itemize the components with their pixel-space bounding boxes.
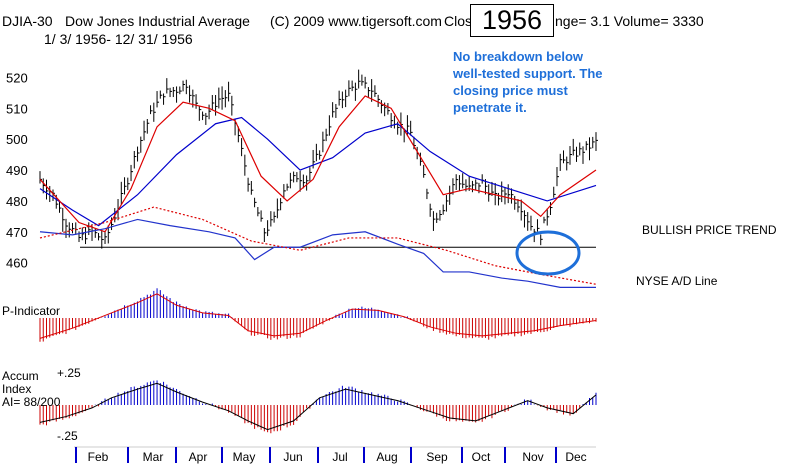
annotation-line-4: penetrate it. (453, 100, 527, 115)
annotation-text: No breakdown below well-tested support. … (453, 48, 603, 116)
annotation-line-2: well-tested support. The (453, 66, 603, 81)
accum-label-3: AI= 88/200 (2, 395, 61, 409)
price-tick-label: 500 (6, 132, 28, 147)
price-overlays (39, 95, 597, 288)
annotation-line-1: No breakdown below (453, 49, 584, 64)
fast-moving-average-line (39, 95, 597, 233)
month-label: Aug (376, 450, 397, 464)
header-close-prefix: Clos (444, 13, 473, 29)
price-tick-label: 520 (6, 70, 28, 85)
month-label: Oct (472, 450, 491, 464)
price-tick-label: 460 (6, 256, 28, 271)
month-label: May (233, 450, 256, 464)
p-indicator-ma-line (39, 293, 597, 339)
header-name: Dow Jones Industrial Average (65, 13, 250, 29)
nyse-ad-line (39, 218, 596, 288)
slow-moving-average-line (39, 116, 597, 227)
accum-label-1: Accum (2, 369, 39, 383)
price-axis: 460 470 480 490 500 510 520 (6, 70, 28, 270)
nyse-ad-moving-average-line (39, 206, 597, 285)
month-label: Nov (522, 450, 543, 464)
month-label: Sep (426, 450, 448, 464)
month-label: Feb (88, 450, 109, 464)
month-label: Mar (143, 450, 164, 464)
p-indicator-panel (39, 288, 597, 342)
price-tick-label: 490 (6, 163, 28, 178)
header-range-volume: nge= 3.1 Volume= 3330 (555, 13, 704, 29)
price-tick-label: 480 (6, 194, 28, 209)
header-date-range: 1/ 3/ 1956- 12/ 31/ 1956 (44, 31, 193, 47)
accum-label-2: Index (2, 382, 32, 396)
month-label: Dec (565, 450, 586, 464)
annotation-line-3: closing price must (453, 83, 568, 98)
support-highlight-circle (515, 230, 581, 276)
year-box: 1956 (470, 4, 554, 37)
header-copyright: (C) 2009 www.tigersoft.com (270, 13, 442, 29)
accum-minus-tick: -.25 (57, 429, 78, 443)
price-tick-label: 510 (6, 101, 28, 116)
accum-index-panel (39, 380, 597, 434)
bullish-label: BULLISH PRICE TREND (642, 223, 777, 237)
nyse-ad-label: NYSE A/D Line (636, 274, 718, 288)
price-tick-label: 470 (6, 225, 28, 240)
header-symbol: DJIA-30 (2, 13, 53, 29)
accum-plus-tick: +.25 (57, 366, 81, 380)
month-label: Apr (189, 450, 208, 464)
p-indicator-label: P-Indicator (2, 304, 61, 318)
accum-index-ma-line (39, 382, 597, 431)
month-label: Jul (332, 450, 347, 464)
month-label: Jun (283, 450, 302, 464)
month-axis: Feb Mar Apr May Jun Jul Aug Sep Oct Nov Dec (74, 446, 596, 464)
